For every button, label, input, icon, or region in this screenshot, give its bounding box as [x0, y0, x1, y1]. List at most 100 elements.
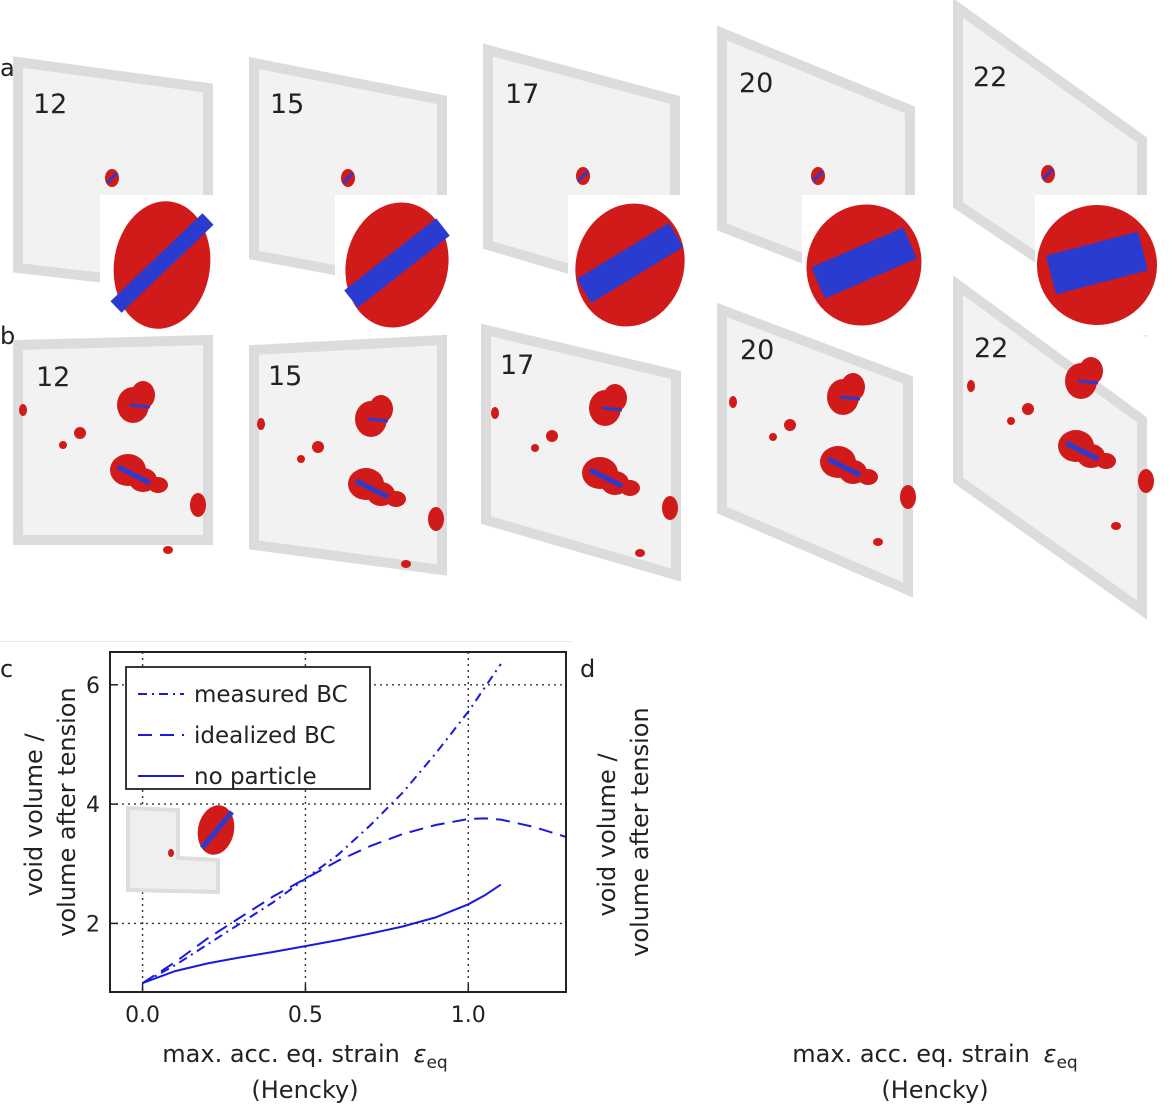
row-b-band-top-4 [839, 395, 861, 401]
row-a-tile-4 [717, 25, 922, 335]
row-b-void-3-10 [491, 407, 499, 419]
row-b-void-4-9 [873, 538, 883, 546]
chartC-ytick-label-0: 2 [86, 912, 100, 937]
row-b-void-4-10 [729, 396, 737, 408]
row-a-label-2: 15 [270, 89, 305, 120]
chartC-xtick-label-1: 0.5 [288, 1003, 323, 1028]
chart-d-xlabel-line2: (Hencky) [881, 1076, 988, 1104]
row-b-void-3-5 [620, 480, 640, 496]
row-b-label-3: 17 [500, 350, 535, 381]
chartC-series-measured-BC [142, 663, 502, 984]
row-a-label-1: 12 [33, 89, 68, 120]
row-b-band-4 [826, 456, 862, 478]
chart-c-xlabel-line1: max. acc. eq. strain εeq [162, 1040, 447, 1073]
row-b-void-3-9 [635, 549, 645, 557]
chartC-legend-label-1: idealized BC [194, 723, 336, 749]
chartC-ytick-label-1: 4 [86, 793, 100, 818]
chart-c-xlabel-sub: eq [426, 1053, 447, 1073]
row-b-void-5-2 [1079, 357, 1103, 385]
row-b-band-top-3 [601, 406, 623, 412]
row-b-band-top-5 [1077, 379, 1099, 385]
row-b-void-2-7 [297, 455, 305, 463]
row-b-tile-4 [717, 302, 916, 598]
row-a-label-3: 17 [505, 79, 540, 110]
chart-c-xlabel-symbol: ε [413, 1040, 426, 1068]
chartC-series-no-particle [142, 883, 502, 985]
row-b-void-1-2 [131, 381, 155, 409]
row-b-void-2-10 [257, 418, 265, 430]
panel-letter-a: a [0, 54, 15, 82]
row-b-void-1-10 [19, 404, 27, 416]
row-b-void-1-6 [74, 427, 86, 439]
row-b-tile-1 [13, 334, 213, 554]
panel-letter-d: d [580, 655, 596, 683]
row-b-band-5 [1064, 440, 1100, 462]
row-a-tile-5 [953, 0, 1174, 338]
chart-c-xlabel-text: max. acc. eq. strain [162, 1040, 400, 1068]
row-b-void-2-6 [312, 441, 324, 453]
row-b-void-3-8 [662, 496, 678, 520]
row-b-renders [13, 275, 1154, 620]
row-a-small-band-3 [576, 169, 590, 183]
row-b-void-3-6 [546, 430, 558, 442]
separator-line [0, 641, 572, 642]
chart-c-inset-slab [126, 805, 220, 895]
row-b-band-2 [354, 478, 390, 500]
row-b-void-2-2 [369, 395, 393, 423]
chart-c-inset [126, 805, 235, 895]
row-b-void-4-6 [784, 419, 796, 431]
row-b-void-2-5 [386, 491, 406, 507]
row-a-band-3 [576, 223, 684, 303]
row-b-void-5-10 [967, 380, 975, 392]
row-b-void-2-9 [401, 560, 411, 568]
row-b-void-5-6 [1022, 403, 1034, 415]
chartC-legend-box [125, 666, 371, 790]
row-a-label-5: 22 [973, 62, 1008, 93]
row-b-tile-3 [481, 323, 681, 582]
chart-c-inset-small-particle [168, 849, 174, 857]
chartC-series-idealized-BC [142, 817, 567, 984]
row-b-void-3-7 [531, 444, 539, 452]
row-b-void-4-7 [769, 433, 777, 441]
row-b-label-2: 15 [268, 361, 303, 392]
row-b-void-5-5 [1096, 453, 1116, 469]
row-b-label-4: 20 [740, 335, 775, 366]
row-b-void-4-8 [900, 485, 916, 509]
row-b-void-3-2 [603, 384, 627, 412]
row-b-void-4-5 [858, 469, 878, 485]
chart-d-xlabel-sub: eq [1056, 1053, 1077, 1073]
chartC-legend-label-2: no particle [194, 764, 317, 790]
row-a-renders [13, 0, 1174, 338]
row-a-small-band-5 [1041, 167, 1055, 181]
row-a-small-band-2 [341, 171, 355, 185]
row-a-tile-2 [249, 56, 455, 335]
row-b-void-1-7 [59, 441, 67, 449]
row-b-void-4-2 [841, 373, 865, 401]
chart-d-xlabel-text: max. acc. eq. strain [792, 1040, 1030, 1068]
row-b-band-3 [588, 467, 624, 489]
row-a-tile-1 [13, 56, 220, 335]
chart-d: 0.00.51.01.01.52.02.5 measured BCidealiz… [593, 707, 1078, 1104]
row-b-void-5-9 [1111, 522, 1121, 530]
chartC-xtick-label-2: 1.0 [451, 1003, 486, 1028]
chartC-xtick-label-0: 0.0 [125, 1003, 160, 1028]
chart-c-inset-band [200, 810, 234, 850]
row-b-label-1: 12 [36, 362, 71, 393]
row-b-tile-2 [249, 334, 447, 576]
row-b-void-1-9 [163, 546, 173, 554]
row-b-band-top-2 [367, 417, 389, 423]
row-b-void-5-7 [1007, 417, 1015, 425]
chartC-legend-label-0: measured BC [194, 682, 348, 708]
chart-c-legend: measured BC idealized BC no particle [125, 666, 371, 790]
chart-d-ylabel-line2: volume after tension [626, 707, 654, 956]
row-a-small-band-1 [105, 171, 119, 185]
row-a-tile-3 [483, 43, 688, 335]
row-b-void-2-8 [428, 507, 444, 531]
chart-c-ylabel-line1: void volume / [20, 733, 48, 897]
row-a-band-1 [110, 213, 214, 313]
chart-c-ylabel-line2: volume after tension [53, 687, 81, 936]
row-b-band-1 [116, 464, 152, 486]
chart-c-series [142, 663, 567, 985]
row-b-tile-5 [953, 275, 1154, 620]
row-a-label-4: 20 [739, 68, 774, 99]
